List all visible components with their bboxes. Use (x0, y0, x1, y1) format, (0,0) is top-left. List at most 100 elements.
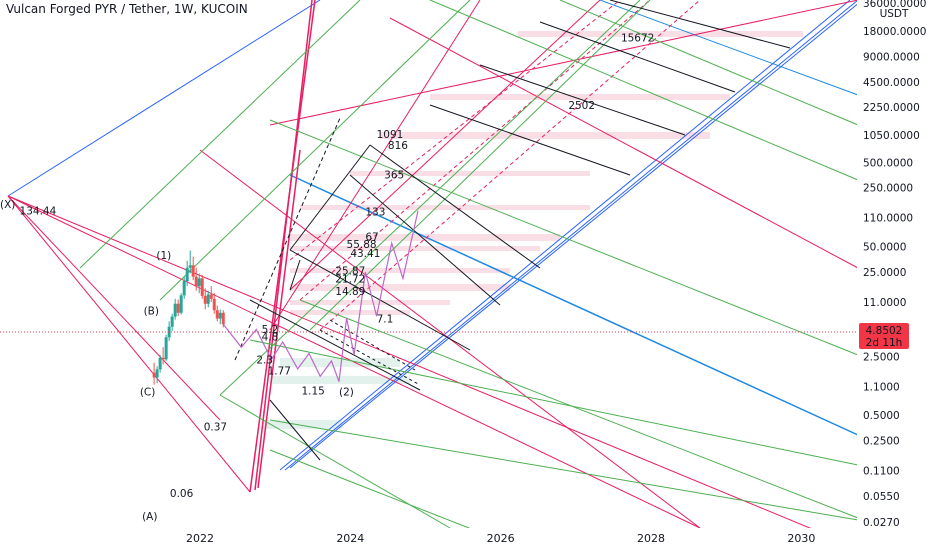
trend-line[interactable] (289, 0, 621, 261)
trend-line[interactable] (289, 144, 371, 251)
trend-line[interactable] (289, 174, 859, 436)
trend-line[interactable] (219, 394, 451, 529)
candle-body[interactable] (170, 316, 174, 327)
chart-annotation: 2502 (568, 100, 595, 112)
candles (152, 250, 225, 385)
chart-annotation: 0.06 (170, 488, 194, 500)
chart-annotation: 134.44 (20, 205, 57, 217)
candle-body[interactable] (197, 278, 201, 287)
trend-line[interactable] (369, 144, 541, 269)
trend-line[interactable] (279, 0, 851, 471)
trend-line[interactable] (269, 0, 859, 126)
currency-label: USDT (880, 8, 909, 20)
price-tick-label: 250.0000 (863, 183, 913, 195)
fib-bands (262, 31, 803, 429)
trend-line[interactable] (599, 0, 859, 96)
trend-line[interactable] (79, 0, 361, 269)
chart-annotation: 816 (388, 140, 408, 152)
candle-body[interactable] (179, 295, 183, 313)
candle-body[interactable] (206, 294, 210, 304)
candle-body[interactable] (212, 298, 216, 311)
chart-annotation: (A) (142, 511, 157, 523)
price-tick-label: 0.5000 (863, 410, 900, 422)
price-tick-label: 2250.0000 (863, 102, 920, 114)
trend-line[interactable] (559, 0, 859, 126)
candle-body[interactable] (185, 267, 189, 282)
time-axis-bg[interactable] (0, 528, 932, 550)
price-axis-bg[interactable] (857, 0, 932, 550)
trend-line[interactable] (269, 399, 321, 461)
trend-line[interactable] (289, 0, 601, 291)
trend-line[interactable] (7, 195, 251, 493)
trend-line[interactable] (249, 299, 421, 391)
trend-line[interactable] (289, 1, 861, 469)
fib-band (350, 171, 590, 176)
chart-annotation: 55.88 (347, 239, 377, 251)
trend-line[interactable] (284, 0, 859, 471)
chart-annotation: 5.2 (262, 324, 279, 336)
fib-band (290, 310, 410, 315)
chart-annotation: 1.77 (268, 365, 291, 377)
candle-body[interactable] (209, 294, 213, 299)
candle-body[interactable] (203, 295, 207, 304)
trend-line[interactable] (269, 119, 859, 356)
trend-line[interactable] (159, 0, 471, 301)
trend-line[interactable] (329, 319, 416, 371)
trend-line[interactable] (254, 0, 313, 491)
time-tick-label: 2022 (186, 532, 214, 545)
trend-line[interactable] (479, 64, 686, 136)
chart-annotation: 67 (365, 231, 378, 243)
trend-line[interactable] (389, 17, 859, 269)
candle-body[interactable] (188, 265, 192, 268)
candle-body[interactable] (221, 312, 225, 325)
trend-line[interactable] (257, 149, 301, 489)
trend-line[interactable] (609, 0, 791, 49)
candle-body[interactable] (218, 312, 222, 319)
candle-body[interactable] (200, 278, 204, 296)
trend-line[interactable] (7, 195, 221, 421)
trend-line[interactable] (7, 195, 859, 549)
fib-band (270, 376, 410, 384)
price-axis-header (857, 0, 932, 20)
chart-annotation: (2) (339, 387, 354, 399)
trend-line[interactable] (234, 117, 341, 361)
trend-line[interactable] (289, 259, 301, 291)
trend-line[interactable] (299, 299, 859, 519)
trend-line[interactable] (249, 0, 316, 493)
price-tick-label: 36000.0000 (863, 0, 926, 10)
candle-body[interactable] (191, 265, 195, 277)
price-tick-label: 4500.0000 (863, 77, 920, 89)
candle-body[interactable] (155, 369, 159, 378)
chart-annotation: 133 (365, 207, 385, 219)
trend-line[interactable] (219, 0, 641, 396)
last-price-box[interactable]: 4.8502 2d 11h (859, 323, 909, 350)
trend-line[interactable] (7, 0, 321, 197)
trend-line[interactable] (7, 195, 701, 529)
candle-body[interactable] (167, 326, 171, 338)
candle-body[interactable] (164, 337, 168, 360)
candle-body[interactable] (173, 303, 177, 317)
candle-body[interactable] (176, 303, 180, 313)
candle-body[interactable] (158, 357, 162, 370)
trend-line[interactable] (429, 0, 859, 181)
candle-body[interactable] (215, 310, 219, 319)
trend-line[interactable] (429, 104, 631, 176)
projection-zigzag[interactable] (222, 210, 419, 382)
candle-body[interactable] (161, 357, 165, 360)
trend-line[interactable] (249, 339, 859, 466)
chart-annotation: (X) (0, 199, 15, 211)
fib-band (290, 300, 450, 305)
trend-line[interactable] (349, 174, 501, 306)
candle-body[interactable] (152, 372, 156, 378)
price-tick-label: 110.0000 (863, 213, 913, 225)
price-tick-label: 0.2500 (863, 436, 900, 448)
trend-line[interactable] (269, 419, 859, 521)
trend-line[interactable] (269, 0, 481, 331)
bar-countdown: 2d 11h (866, 337, 903, 349)
trend-line[interactable] (539, 21, 736, 93)
trend-line[interactable] (319, 329, 421, 386)
candle-body[interactable] (194, 276, 198, 287)
candle-body[interactable] (182, 281, 186, 296)
